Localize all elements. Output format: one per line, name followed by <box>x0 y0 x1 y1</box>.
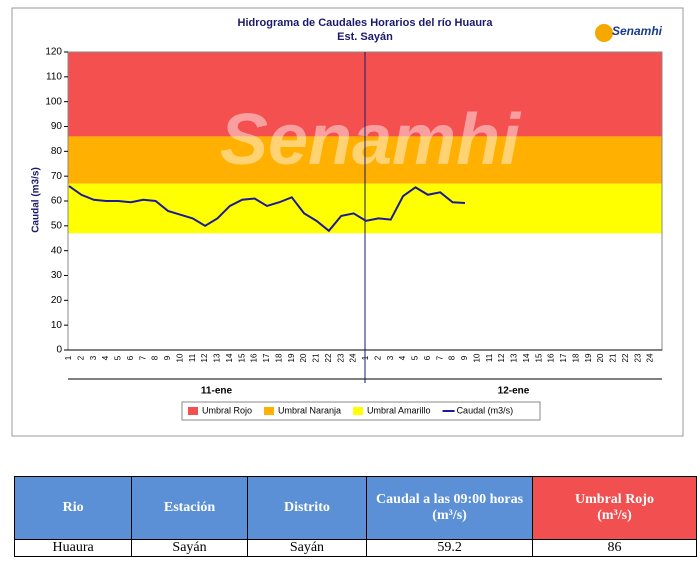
header-cell: Caudal a las 09:00 horas (m³/s) <box>366 476 534 540</box>
x-tick-label: 19 <box>584 353 593 362</box>
x-tick-label: 15 <box>237 353 246 362</box>
header-text: Caudal a las 09:00 horas <box>376 492 524 507</box>
x-tick-label: 8 <box>448 355 457 360</box>
x-tick-label: 6 <box>423 355 432 360</box>
x-tick-label: 10 <box>175 353 184 362</box>
x-tick-label: 5 <box>411 355 420 360</box>
x-tick-label: 17 <box>262 353 271 362</box>
x-tick-label: 12 <box>200 353 209 362</box>
x-tick-label: 20 <box>299 353 308 362</box>
x-tick-label: 18 <box>571 353 580 362</box>
x-tick-label: 2 <box>76 355 85 360</box>
x-tick-label: 7 <box>138 355 147 360</box>
x-tick-label: 7 <box>435 355 444 360</box>
x-tick-label: 8 <box>151 355 160 360</box>
header-text: Umbral Rojo <box>575 492 654 507</box>
x-tick-label: 23 <box>633 353 642 362</box>
x-tick-label: 24 <box>349 353 358 362</box>
x-tick-label: 9 <box>163 355 172 360</box>
x-tick-label: 14 <box>225 353 234 362</box>
x-tick-label: 22 <box>621 353 630 362</box>
y-tick-label: 40 <box>51 245 63 256</box>
legend-label: Caudal (m3/s) <box>457 405 514 415</box>
legend-label: Umbral Amarillo <box>367 405 431 415</box>
x-tick-label: 4 <box>101 355 110 360</box>
group-label: 12-ene <box>498 386 530 397</box>
legend-label: Umbral Naranja <box>278 405 341 415</box>
header-cell: Rio <box>13 476 133 540</box>
cell: Sayán <box>131 539 248 557</box>
x-tick-label: 15 <box>534 353 543 362</box>
legend-swatch <box>264 407 275 415</box>
legend-label: Umbral Rojo <box>202 405 252 415</box>
x-tick-label: 12 <box>497 353 506 362</box>
y-tick-label: 60 <box>51 196 63 207</box>
x-tick-label: 6 <box>126 355 135 360</box>
chart-subtitle: Est. Sayán <box>337 31 393 43</box>
x-tick-label: 3 <box>386 355 395 360</box>
x-tick-label: 11 <box>188 353 197 362</box>
series-line <box>68 185 466 233</box>
y-tick-label: 80 <box>51 146 63 157</box>
x-tick-label: 3 <box>89 355 98 360</box>
y-tick-label: 90 <box>51 121 63 132</box>
x-tick-label: 10 <box>472 353 481 362</box>
x-tick-label: 24 <box>646 353 655 362</box>
x-tick-label: 21 <box>609 353 618 362</box>
y-tick-label: 110 <box>46 71 62 82</box>
header-text: (m³/s) <box>432 508 467 523</box>
cell: 59.2 <box>366 539 534 557</box>
x-tick-label: 21 <box>312 353 321 362</box>
x-tick-label: 4 <box>398 355 407 360</box>
y-tick-label: 20 <box>51 295 63 306</box>
y-tick-label: 70 <box>51 171 63 182</box>
logo: Senamhi <box>612 24 663 38</box>
x-tick-label: 22 <box>324 353 333 362</box>
x-tick-label: 5 <box>114 355 123 360</box>
y-tick-label: 100 <box>45 96 62 107</box>
y-axis-label: Caudal (m3/s) <box>31 167 42 233</box>
header-text: (m³/s) <box>597 508 632 523</box>
x-tick-label: 16 <box>547 353 556 362</box>
x-tick-label: 1 <box>361 355 370 360</box>
x-tick-label: 13 <box>213 353 222 362</box>
x-tick-label: 2 <box>373 355 382 360</box>
group-label: 11-ene <box>201 386 233 397</box>
y-tick-label: 10 <box>51 320 63 331</box>
legend-swatch <box>353 407 364 415</box>
x-tick-label: 11 <box>485 353 494 362</box>
x-tick-label: 9 <box>460 355 469 360</box>
y-tick-label: 120 <box>45 47 62 58</box>
y-tick-label: 0 <box>56 345 62 356</box>
cell: Huaura <box>13 539 133 557</box>
chart-title: Hidrograma de Caudales Horarios del río … <box>238 17 494 29</box>
x-tick-label: 13 <box>510 353 519 362</box>
cell: 86 <box>532 539 697 557</box>
logo-sun <box>595 24 613 42</box>
x-tick-label: 18 <box>274 353 283 362</box>
x-tick-label: 14 <box>522 353 531 362</box>
x-tick-label: 19 <box>287 353 296 362</box>
cell: Sayán <box>246 539 368 557</box>
x-tick-label: 1 <box>64 355 73 360</box>
header-cell: Distrito <box>246 476 368 540</box>
header-cell: Estación <box>131 476 248 540</box>
x-tick-label: 17 <box>559 353 568 362</box>
y-tick-label: 30 <box>51 270 63 281</box>
watermark: Senamhi <box>220 100 522 180</box>
chart: Hidrograma de Caudales Horarios del río … <box>11 7 684 437</box>
x-tick-label: 16 <box>250 353 259 362</box>
header-cell: Umbral Rojo (m³/s) <box>532 476 697 540</box>
legend-swatch <box>188 407 198 415</box>
data-table: Rio Estación Distrito Caudal a las 09:00… <box>13 476 697 557</box>
x-tick-label: 23 <box>336 353 345 362</box>
y-tick-label: 50 <box>51 220 63 231</box>
x-tick-label: 20 <box>596 353 605 362</box>
